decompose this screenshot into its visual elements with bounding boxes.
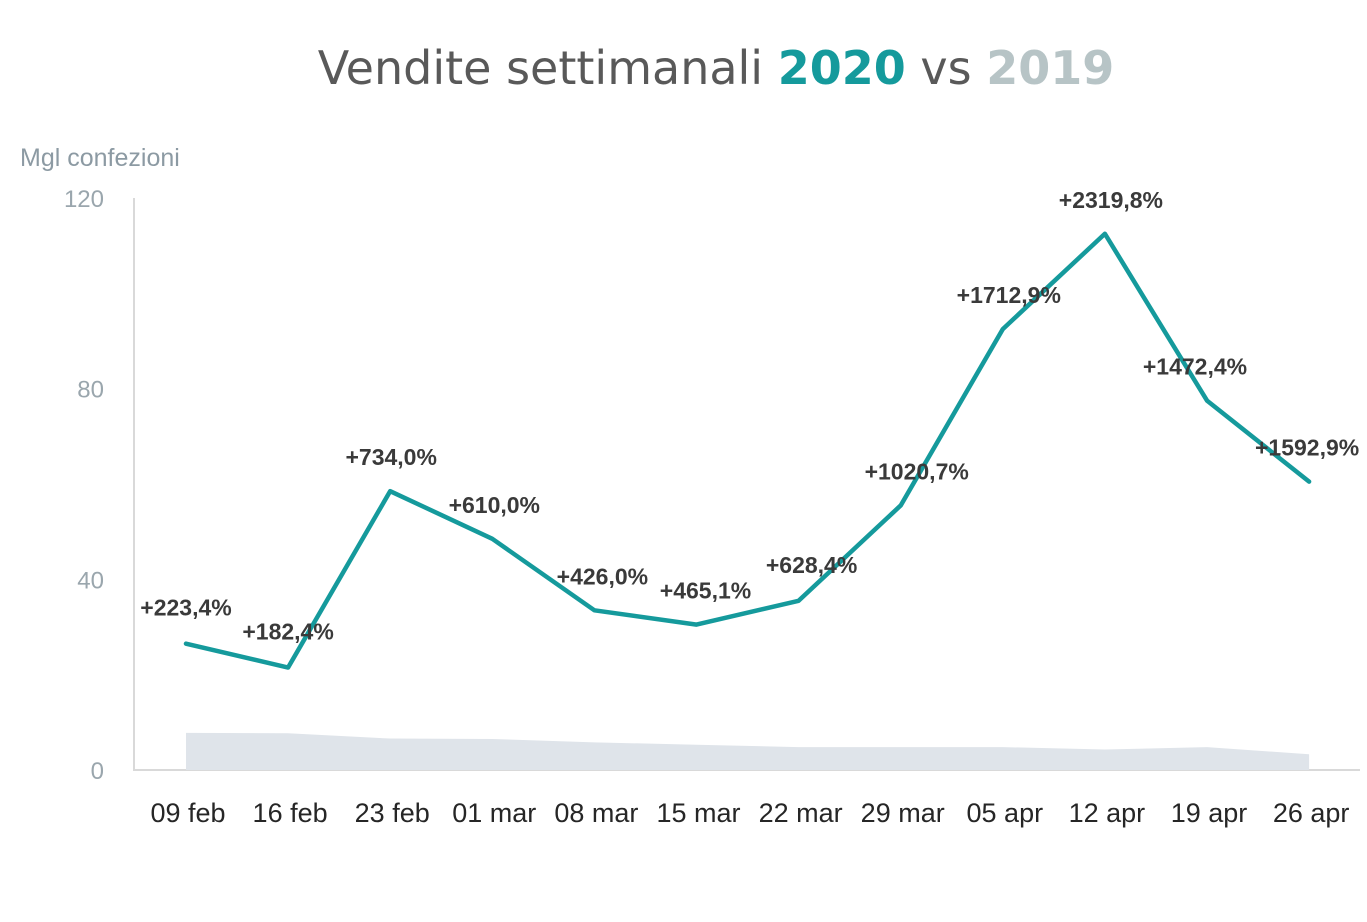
data-label: +1020,7% [865,458,969,484]
data-label: +734,0% [345,444,436,470]
chart-title: Vendite settimanali 2020 vs 2019 [318,41,1114,95]
chart-title-year-2020: 2020 [778,41,906,95]
y-tick-label: 0 [91,758,104,785]
chart-title-middle: vs [906,41,986,95]
series-2019-area [186,732,1310,770]
x-axis-ticks: 09 feb 16 feb 23 feb 01 mar 08 mar 15 mar 22 m… [150,798,1349,828]
series-2020-line [183,231,1312,670]
x-tick-label: 26 apr [1273,798,1350,828]
x-tick-label: 23 feb [355,798,430,828]
chart-title-prefix: Vendite settimanali [318,41,778,95]
chart-axes [133,198,1360,771]
x-tick-label: 22 mar [759,798,843,828]
data-label: +465,1% [660,578,751,604]
chart-title-year-2019: 2019 [986,41,1114,95]
data-label: +2319,8% [1059,187,1163,213]
y-tick-label: 40 [77,567,104,594]
data-label: +426,0% [557,563,648,589]
data-label: +1592,9% [1255,435,1359,461]
data-label: +223,4% [140,595,231,621]
data-label: +628,4% [766,552,857,578]
x-tick-label: 15 mar [656,798,740,828]
y-tick-label: 80 [77,377,104,404]
data-label: +610,0% [449,492,540,518]
x-tick-label: 08 mar [554,798,638,828]
y-axis-ticks: 0 40 80 120 [64,186,104,785]
data-labels: +223,4% +182,4% +734,0% +610,0% +426,0% +465,… [140,187,1359,645]
data-label: +1712,9% [957,282,1061,308]
x-tick-label: 12 apr [1069,798,1146,828]
data-label: +1472,4% [1143,354,1247,380]
x-tick-label: 01 mar [452,798,536,828]
x-tick-label: 29 mar [861,798,945,828]
x-tick-label: 09 feb [150,798,225,828]
y-axis-unit-label: Mgl confezioni [20,144,180,172]
x-tick-label: 19 apr [1171,798,1248,828]
x-tick-label: 16 feb [253,798,328,828]
data-label: +182,4% [242,619,333,645]
x-tick-label: 05 apr [967,798,1044,828]
y-tick-label: 120 [64,186,104,213]
